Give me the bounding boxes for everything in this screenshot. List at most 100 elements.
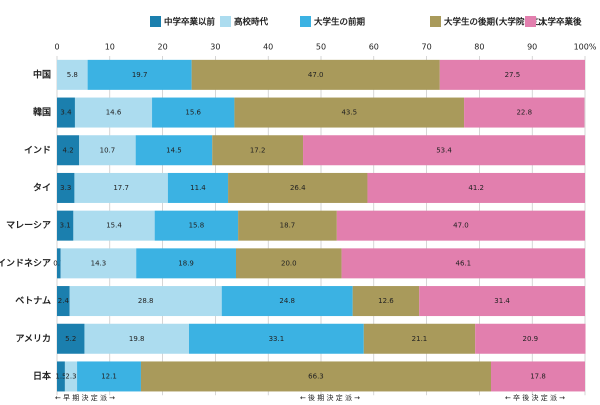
value-label: 46.1 — [455, 259, 471, 267]
x-tick-label: 0 — [54, 43, 59, 52]
legend-swatch — [525, 16, 536, 27]
value-label: 0.7 — [53, 259, 64, 267]
x-tick-label: 20 — [158, 43, 168, 52]
value-label: 4.2 — [63, 146, 74, 154]
value-label: 15.6 — [185, 109, 201, 117]
value-label: 15.4 — [106, 222, 122, 230]
value-label: 20.0 — [281, 259, 297, 267]
bar-segment — [352, 286, 420, 317]
x-tick-label: 60 — [369, 43, 379, 52]
value-label: 28.8 — [138, 297, 154, 305]
category-label: マレーシア — [6, 220, 51, 231]
value-label: 2.4 — [58, 297, 70, 305]
bar-segment — [464, 97, 585, 128]
value-label: 26.4 — [290, 184, 306, 192]
bar-segment — [60, 248, 137, 279]
legend-swatch — [150, 16, 161, 27]
value-label: 2.3 — [65, 372, 76, 380]
category-label: 韓国 — [33, 106, 51, 118]
value-label: 43.5 — [341, 109, 357, 117]
bar-segment — [234, 97, 465, 128]
value-label: 17.2 — [250, 146, 266, 154]
category-label: インド — [24, 145, 51, 156]
bar-segment — [57, 286, 70, 317]
bar-segment — [84, 323, 189, 354]
bar-segment — [64, 361, 78, 392]
value-label: 11.4 — [190, 184, 206, 192]
bar-segment — [191, 59, 440, 90]
value-label: 3.3 — [60, 184, 71, 192]
legend-label: 大学生の後期(大学院含む) — [444, 17, 545, 28]
legend-label: 中学卒業以前 — [164, 17, 216, 28]
annotation: ← 後 期 決 定 派 → — [300, 393, 360, 402]
value-label: 3.1 — [60, 222, 71, 230]
bar-segment — [69, 286, 222, 317]
bar-segment — [189, 323, 364, 354]
bar-segment — [57, 361, 65, 392]
value-label: 53.4 — [436, 146, 452, 154]
category-label: ベトナム — [15, 296, 51, 307]
bar-segment — [367, 172, 585, 203]
x-tick-label: 50 — [316, 43, 326, 52]
value-label: 22.8 — [516, 109, 532, 117]
value-label: 3.4 — [60, 109, 72, 117]
bar-segment — [212, 135, 304, 166]
value-label: 66.3 — [308, 372, 324, 380]
value-label: 27.5 — [505, 71, 521, 79]
value-label: 14.3 — [91, 259, 107, 267]
bar-segment — [238, 210, 337, 241]
value-label: 31.4 — [494, 297, 510, 305]
value-label: 1.5 — [55, 372, 66, 380]
bar-segment — [154, 210, 239, 241]
bar-segment — [57, 135, 80, 166]
value-label: 47.0 — [453, 222, 469, 230]
value-label: 19.8 — [129, 335, 145, 343]
value-label: 33.1 — [269, 335, 285, 343]
bar-segment — [87, 59, 192, 90]
category-label: タイ — [33, 181, 51, 193]
bar-segment — [135, 135, 213, 166]
value-label: 12.1 — [101, 372, 117, 380]
value-label: 14.5 — [166, 146, 182, 154]
bar-segment — [167, 172, 229, 203]
x-tick-label: 80 — [474, 43, 484, 52]
bar-segment — [341, 248, 585, 279]
value-label: 5.2 — [65, 335, 76, 343]
value-label: 18.7 — [280, 222, 296, 230]
bar-segment — [439, 59, 585, 90]
legend-label: 高校時代 — [234, 17, 269, 28]
value-label: 10.7 — [100, 146, 116, 154]
value-label: 5.8 — [67, 71, 78, 79]
category-label: インドネシア — [0, 258, 51, 269]
value-label: 24.8 — [279, 297, 295, 305]
legend-label: 大学生の前期 — [314, 17, 366, 28]
value-label: 15.8 — [189, 222, 205, 230]
bar-segment — [79, 135, 136, 166]
legend-swatch — [430, 16, 441, 27]
x-tick-label: 100% — [574, 43, 597, 52]
bar-segment — [363, 323, 476, 354]
legend-swatch — [300, 16, 311, 27]
bar-segment — [73, 210, 155, 241]
value-label: 21.1 — [412, 335, 428, 343]
bar-segment — [57, 97, 75, 128]
x-tick-label: 70 — [422, 43, 432, 52]
value-label: 47.0 — [308, 71, 324, 79]
annotation: ← 早 期 決 定 派 → — [55, 393, 115, 402]
legend-label: 大学卒業後 — [539, 17, 582, 28]
x-tick-label: 10 — [105, 43, 115, 52]
x-tick-label: 90 — [527, 43, 537, 52]
value-label: 17.7 — [113, 184, 129, 192]
bar-segment — [152, 97, 235, 128]
bar-segment — [57, 172, 75, 203]
value-label: 20.9 — [523, 335, 539, 343]
bar-segment — [336, 210, 585, 241]
value-label: 19.7 — [132, 71, 148, 79]
bar-segment — [74, 172, 168, 203]
x-tick-label: 40 — [263, 43, 273, 52]
bar-segment — [475, 323, 586, 354]
bar-segment — [221, 286, 353, 317]
bar-segment — [57, 248, 61, 279]
bar-segment — [136, 248, 236, 279]
